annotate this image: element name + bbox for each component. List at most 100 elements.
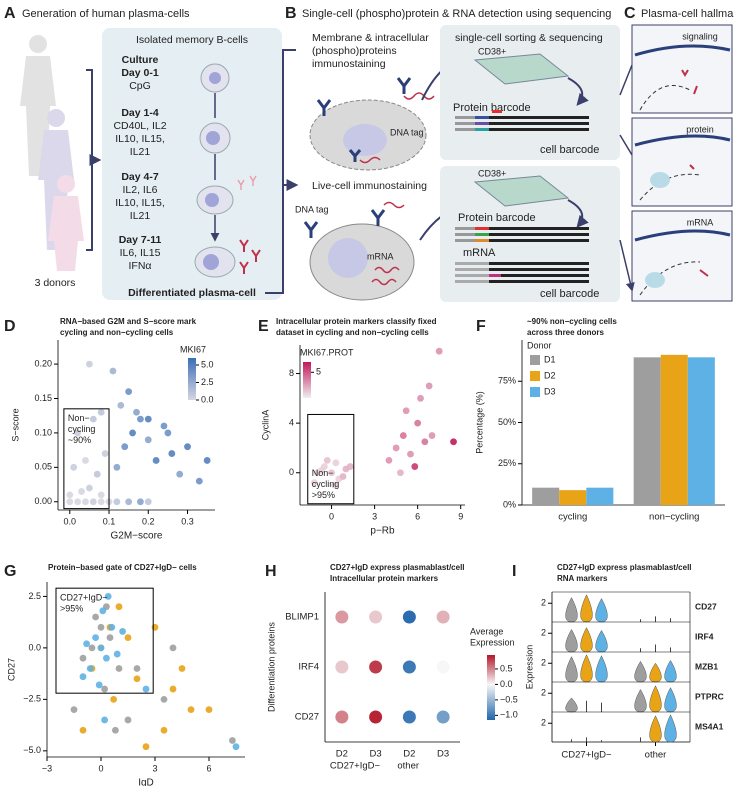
y-tick-label: 2: [541, 598, 546, 608]
y-tick-label: 2.5: [28, 591, 41, 601]
fixed-label: immunostaining: [312, 58, 386, 70]
point: [113, 463, 121, 471]
colorbar-tick-label: −0.5: [500, 694, 518, 704]
group-label: other: [397, 761, 419, 772]
point: [115, 603, 123, 611]
donors-label: 3 donors: [35, 277, 76, 289]
x-tick-label: D2: [336, 749, 348, 760]
dot: [369, 660, 383, 674]
panel-title: Generation of human plasma-cells: [22, 8, 190, 20]
legend-swatch: [530, 371, 540, 381]
group-label: CD27+IgD−: [561, 750, 612, 761]
fixed-label: (phospho)proteins: [312, 45, 397, 57]
step-treatment: IL6, IL15: [120, 247, 161, 259]
chart-title: ~90% non−cycling cells: [527, 317, 617, 326]
point: [86, 360, 93, 368]
panel-letter: I: [512, 563, 516, 580]
point: [101, 685, 108, 693]
x-tick-label: 0.0: [64, 516, 77, 526]
panel-title: Single-cell (phospho)protein & RNA detec…: [302, 8, 611, 20]
y-axis-label: Percentage (%): [474, 391, 484, 454]
point: [82, 457, 89, 464]
gate-annotation: cycling: [312, 479, 340, 489]
group-label: CD27+IgD−: [330, 761, 381, 772]
y-tick-label: −2.5: [23, 694, 41, 704]
chart-title: dataset in cycling and non−cycling cells: [276, 328, 429, 337]
dot: [369, 610, 383, 624]
colorbar-tick-label: 5: [316, 367, 321, 377]
point: [232, 743, 240, 751]
legend-label: D1: [544, 354, 556, 364]
cells: [194, 63, 261, 278]
colorbar-tick-label: 0.0: [500, 679, 513, 689]
point: [79, 673, 87, 681]
violin: [565, 656, 578, 683]
antibody: [316, 77, 412, 162]
panel-letter: C: [624, 5, 636, 22]
point: [97, 498, 105, 506]
molecule: [650, 172, 670, 188]
colorbar: [487, 655, 495, 720]
gene-label: PTPRC: [695, 691, 724, 701]
dot: [436, 660, 450, 674]
point: [97, 644, 105, 652]
point: [104, 593, 112, 600]
gate-annotation: Non−: [68, 413, 90, 423]
y-tick-label: 0.20: [34, 358, 52, 368]
gate-annotation: Non−: [312, 468, 334, 478]
arrow: [567, 77, 589, 106]
point: [144, 436, 152, 444]
gate-annotation: CD27+IgD−: [60, 593, 108, 603]
x-tick-label: 9: [458, 511, 463, 521]
bar: [559, 490, 587, 505]
step-treatment: CD40L, IL2: [113, 120, 166, 132]
point: [88, 644, 96, 652]
gate-annotation: >95%: [312, 490, 335, 500]
point: [414, 419, 422, 427]
point: [151, 623, 159, 631]
point: [70, 706, 78, 714]
colorbar-title: MKI67.PROT: [300, 347, 354, 357]
point: [106, 634, 114, 641]
violin: [649, 715, 662, 743]
point: [133, 665, 141, 672]
chart-title: Intracellular protein markers: [330, 574, 439, 583]
y-tick-label: 2: [541, 718, 546, 728]
point: [144, 498, 152, 506]
violin: [580, 627, 593, 653]
colorbar-tick-label: −1.0: [500, 710, 518, 720]
colorbar-tick-label: 2.5: [201, 377, 214, 387]
box-title: Isolated memory B-cells: [136, 34, 248, 46]
seq-box: [440, 25, 620, 160]
violin: [595, 598, 608, 623]
point: [450, 438, 457, 446]
point: [142, 743, 150, 751]
gate-annotation: cycling: [68, 424, 96, 434]
cd38-label: CD38+: [478, 168, 506, 178]
panel-letter: F: [476, 318, 486, 335]
dot: [402, 660, 416, 674]
nucleus: [343, 124, 387, 156]
colorbar-title: MKI67: [180, 344, 206, 354]
arrow: [567, 199, 589, 228]
colorbar-title: Expression: [470, 637, 515, 647]
panel-b: B Single-cell (phospho)protein & RNA det…: [285, 5, 620, 302]
y-tick-label: 2: [541, 658, 546, 668]
point: [137, 415, 144, 423]
point: [205, 706, 213, 714]
point: [95, 681, 103, 689]
point: [184, 443, 191, 451]
point: [97, 623, 105, 631]
violin: [634, 689, 647, 713]
x-tick-label: D2: [403, 749, 415, 760]
violin: [649, 662, 662, 683]
point: [125, 498, 133, 506]
x-tick-label: D3: [437, 749, 449, 760]
point: [392, 444, 400, 452]
fixed-label: Membrane & intracellular: [312, 32, 429, 44]
point: [318, 466, 325, 474]
point: [428, 432, 436, 439]
dna-tag-line: [359, 92, 435, 164]
mrna-label: mRNA: [463, 247, 496, 259]
point: [124, 716, 132, 724]
